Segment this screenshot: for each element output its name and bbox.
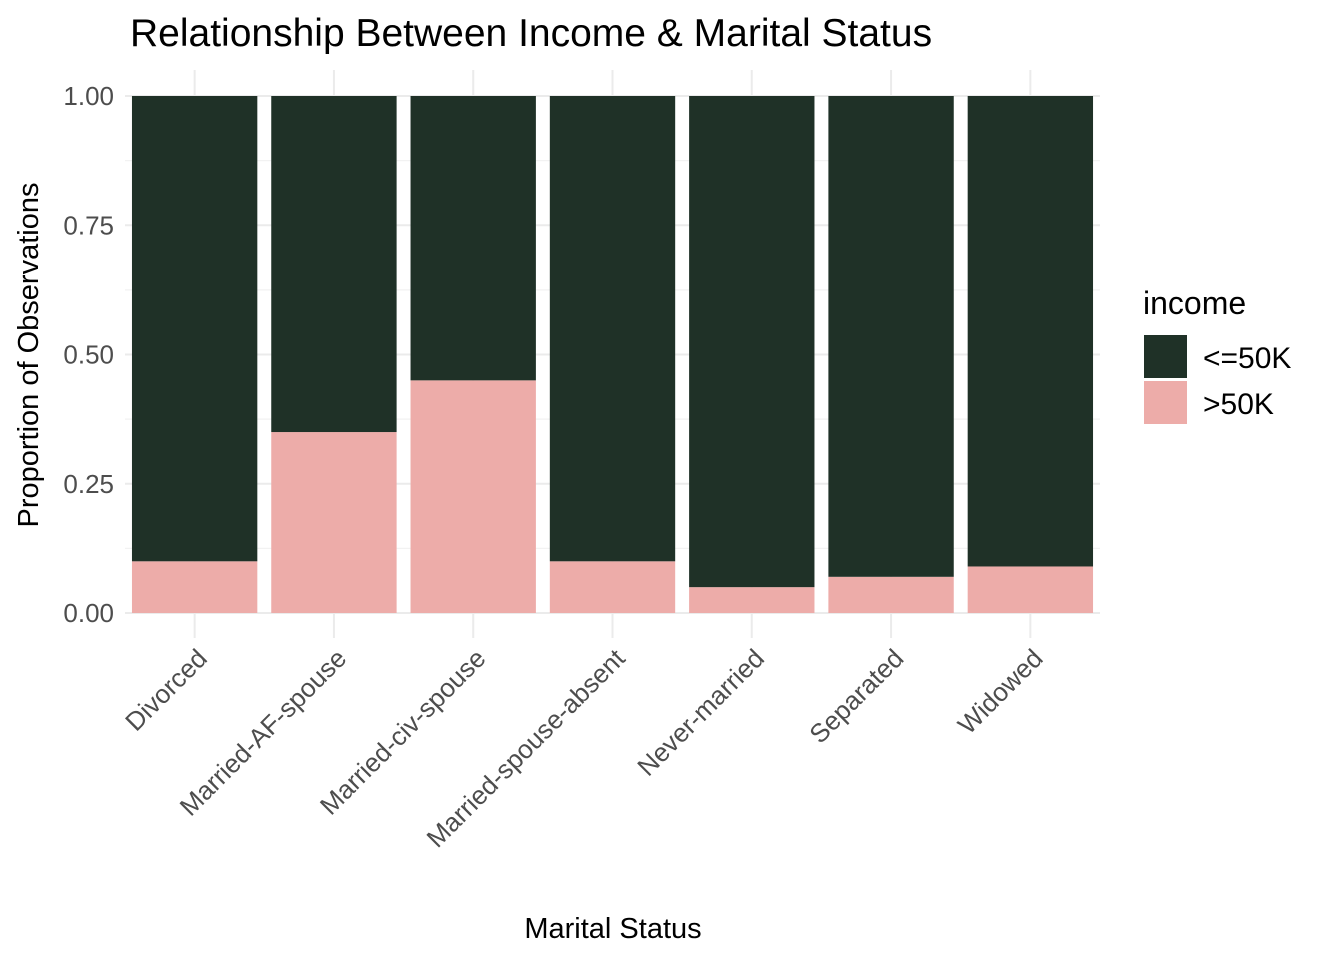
y-tick-label: 1.00	[63, 81, 114, 111]
x-axis-title: Marital Status	[524, 913, 701, 945]
bar-divorced-gt50k	[131, 561, 258, 613]
bar-separated-le50k	[828, 96, 954, 577]
y-axis-ticks: 0.00 0.25 0.50 0.75 1.00	[63, 81, 114, 628]
legend-title: income	[1143, 285, 1246, 321]
x-axis-ticks: DivorcedMarried-AF-spouseMarried-civ-spo…	[119, 642, 1048, 853]
y-tick-label: 0.75	[63, 210, 114, 240]
bar-married-spouse-absent-gt50k	[549, 561, 676, 613]
legend-label-le50k: <=50K	[1203, 342, 1291, 375]
bar-never-married-gt50k	[689, 587, 815, 613]
chart-title: Relationship Between Income & Marital St…	[130, 12, 932, 55]
bars	[131, 96, 1094, 613]
bar-married-spouse-absent-le50k	[549, 96, 676, 562]
y-tick-label: 0.25	[63, 469, 114, 499]
legend: income <=50K >50K	[1143, 285, 1291, 424]
x-tick-label-divorced: Divorced	[119, 643, 213, 737]
bar-widowed-le50k	[967, 96, 1094, 567]
legend-label-gt50k: >50K	[1203, 388, 1274, 421]
bar-never-married-le50k	[689, 96, 815, 588]
bar-widowed-gt50k	[967, 566, 1094, 613]
bar-married-civ-spouse-le50k	[410, 96, 536, 381]
bar-married-af-spouse-gt50k	[271, 432, 397, 613]
bar-divorced-le50k	[131, 96, 258, 562]
y-axis-title: Proportion of Observations	[13, 183, 45, 528]
bar-separated-gt50k	[828, 576, 954, 613]
legend-swatch-gt50k	[1144, 381, 1187, 424]
y-tick-label: 0.00	[63, 598, 114, 628]
y-tick-label: 0.50	[63, 340, 114, 370]
bar-married-af-spouse-le50k	[271, 96, 397, 433]
legend-swatch-le50k	[1144, 335, 1187, 378]
x-tick-label-widowed: Widowed	[952, 643, 1049, 740]
x-tick-label-separated: Separated	[803, 643, 909, 749]
x-tick-label-never-married: Never-married	[631, 643, 770, 782]
bar-married-civ-spouse-gt50k	[410, 380, 536, 613]
